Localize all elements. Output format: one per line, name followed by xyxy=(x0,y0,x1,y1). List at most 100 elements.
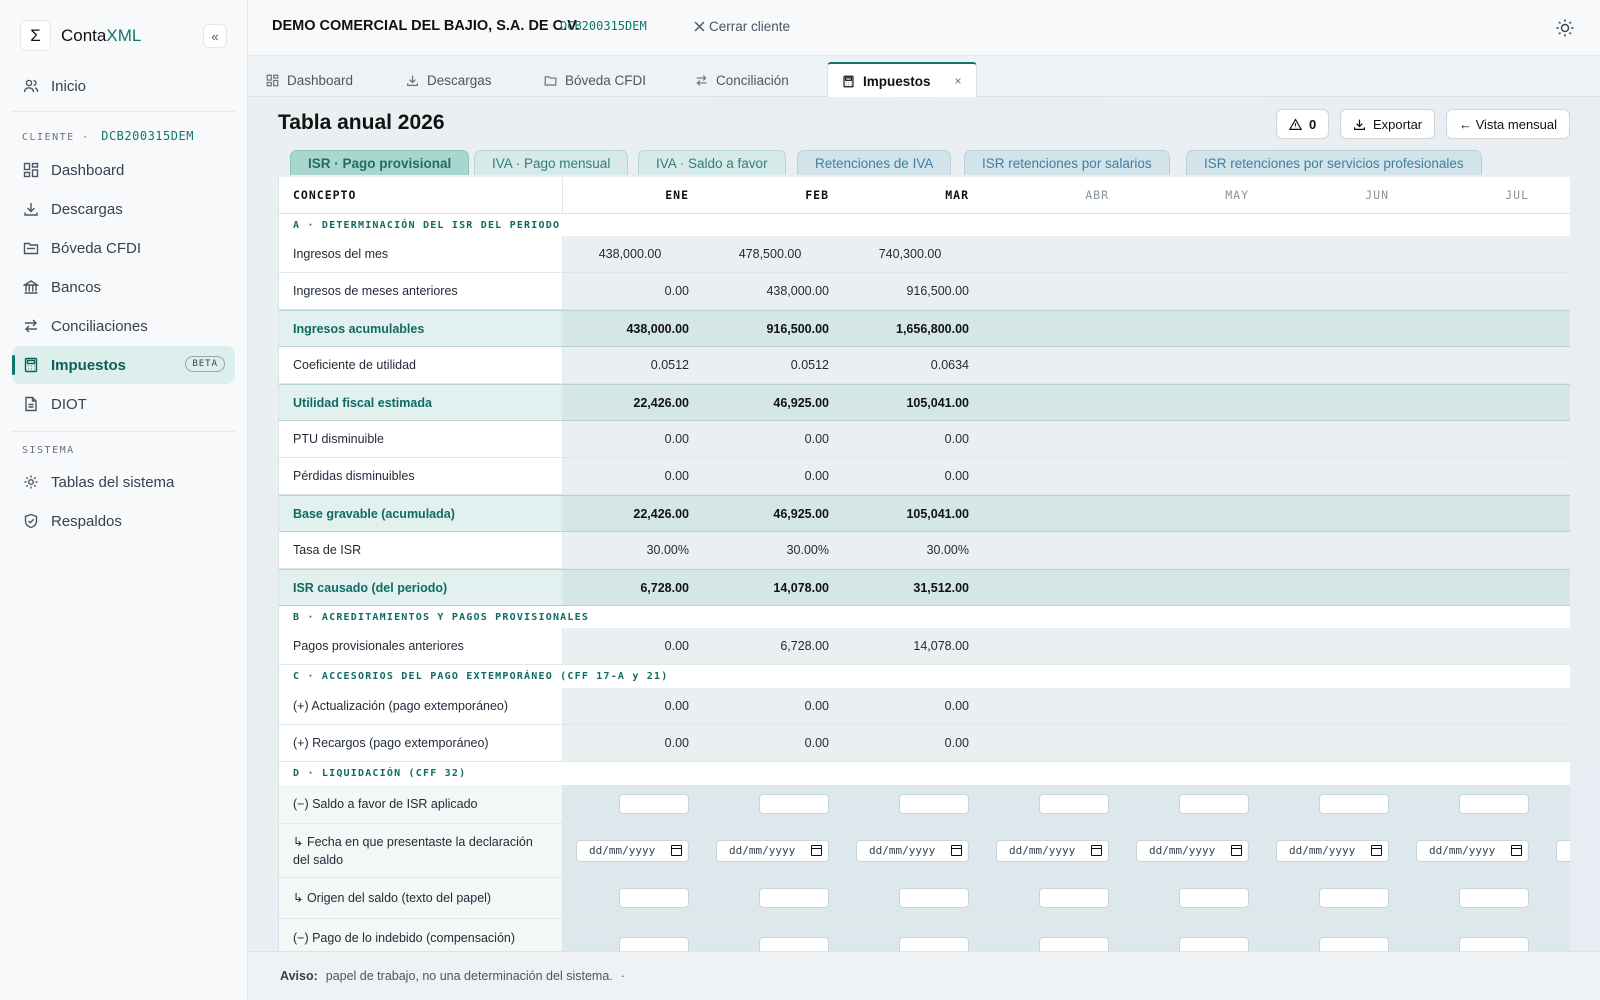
annual-tax-table: CONCEPTO ENE FEB MAR ABR MAY JUN JUL A ·… xyxy=(278,177,1570,951)
sidebar-item-dashboard[interactable]: Dashboard xyxy=(12,151,235,189)
tab-label: Conciliación xyxy=(716,73,789,88)
sidebar-item-respaldos[interactable]: Respaldos xyxy=(12,502,235,540)
sun-icon[interactable] xyxy=(1554,17,1576,39)
origen-saldo-input-ene[interactable] xyxy=(619,888,689,908)
sidebar-item-label: Bóveda CFDI xyxy=(51,239,142,257)
origen-saldo-input-jun[interactable] xyxy=(1319,888,1389,908)
sidebar-item-tablas-sistema[interactable]: Tablas del sistema xyxy=(12,463,235,501)
subtab-iva-pago-mensual[interactable]: IVA · Pago mensual xyxy=(474,150,629,175)
saldo-favor-input-feb[interactable] xyxy=(759,794,829,814)
cell-ene: 0.00 xyxy=(664,284,689,298)
pago-indebido-input-may[interactable] xyxy=(1179,937,1249,951)
month-header-may: MAY xyxy=(1225,188,1249,202)
dashboard-icon xyxy=(266,74,279,87)
divider xyxy=(12,431,235,432)
dashboard-icon xyxy=(23,162,39,178)
pago-indebido-input-ene[interactable] xyxy=(619,937,689,951)
app-logo-icon: Σ xyxy=(20,20,51,51)
calendar-icon xyxy=(1511,844,1522,856)
warnings-button[interactable]: 0 xyxy=(1276,109,1330,139)
saldo-favor-input-mar[interactable] xyxy=(899,794,969,814)
calendar-icon xyxy=(1091,844,1102,856)
table-row-highlight: Ingresos acumulables 438,000.00 916,500.… xyxy=(279,310,1570,347)
subtab-isr-retenciones-servicios[interactable]: ISR retenciones por servicios profesiona… xyxy=(1186,150,1482,175)
tab-label: Impuestos xyxy=(863,73,931,89)
saldo-favor-input-may[interactable] xyxy=(1179,794,1249,814)
fecha-saldo-date-ene[interactable]: dd/mm/yyyy xyxy=(576,839,689,862)
sidebar-item-boveda-cfdi[interactable]: Bóveda CFDI xyxy=(12,229,235,267)
sidebar-item-impuestos[interactable]: Impuestos BETA xyxy=(12,346,235,384)
pago-indebido-input-mar[interactable] xyxy=(899,937,969,951)
cell-feb: 0.00 xyxy=(804,736,829,750)
saldo-favor-input-ene[interactable] xyxy=(619,794,689,814)
cell-feb: 6,728.00 xyxy=(780,639,829,653)
subtab-retenciones-iva[interactable]: Retenciones de IVA xyxy=(797,150,952,175)
tab-impuestos[interactable]: Impuestos × xyxy=(827,62,977,98)
cell-ene: 22,426.00 xyxy=(633,395,689,410)
cell-mar: 0.00 xyxy=(944,736,969,750)
fecha-saldo-date-may[interactable]: dd/mm/yyyy xyxy=(1136,839,1249,862)
cell-mar: 1,656,800.00 xyxy=(896,321,969,336)
cell-mar: 0.00 xyxy=(944,469,969,483)
fecha-saldo-date-feb[interactable]: dd/mm/yyyy xyxy=(716,839,829,862)
cell-feb: 478,500.00 xyxy=(738,247,802,261)
cell-ene: 438,000.00 xyxy=(598,247,662,261)
pago-indebido-input-feb[interactable] xyxy=(759,937,829,951)
close-client-button[interactable]: Cerrar cliente xyxy=(694,19,790,34)
fecha-saldo-date-jun[interactable]: dd/mm/yyyy xyxy=(1276,839,1389,862)
subtab-isr-pago-provisional[interactable]: ISR · Pago provisional xyxy=(290,150,470,175)
origen-saldo-input-abr[interactable] xyxy=(1039,888,1109,908)
saldo-favor-input-abr[interactable] xyxy=(1039,794,1109,814)
sidebar-item-diot[interactable]: DIOT xyxy=(12,385,235,423)
tab-conciliacion[interactable]: Conciliación xyxy=(695,64,789,97)
calculator-icon xyxy=(843,75,854,87)
brand[interactable]: Σ ContaXML xyxy=(20,20,141,51)
cell-mar: 14,078.00 xyxy=(913,639,969,653)
tab-dashboard[interactable]: Dashboard xyxy=(266,64,353,97)
sidebar-item-bancos[interactable]: Bancos xyxy=(12,268,235,306)
origen-saldo-input-mar[interactable] xyxy=(899,888,969,908)
pago-indebido-input-abr[interactable] xyxy=(1039,937,1109,951)
origen-saldo-input-jul[interactable] xyxy=(1459,888,1529,908)
saldo-favor-input-jun[interactable] xyxy=(1319,794,1389,814)
monthly-view-button[interactable]: ← Vista mensual xyxy=(1446,109,1571,139)
cell-ene: 0.00 xyxy=(664,699,689,713)
app-name-accent: XML xyxy=(106,25,142,45)
subtab-iva-saldo-a-favor[interactable]: IVA · Saldo a favor xyxy=(638,150,786,175)
tab-boveda-cfdi[interactable]: Bóveda CFDI xyxy=(544,64,646,97)
row-label: Ingresos de meses anteriores xyxy=(279,273,563,309)
fecha-saldo-date-ago[interactable] xyxy=(1556,839,1570,862)
subtab-isr-retenciones-salarios[interactable]: ISR retenciones por salarios xyxy=(964,150,1170,175)
sidebar-item-descargas[interactable]: Descargas xyxy=(12,190,235,228)
date-placeholder: dd/mm/yyyy xyxy=(1289,844,1356,857)
cell-feb: 0.00 xyxy=(804,699,829,713)
collapse-sidebar-button[interactable]: « xyxy=(203,24,227,48)
fecha-saldo-date-abr[interactable]: dd/mm/yyyy xyxy=(996,839,1109,862)
divider xyxy=(12,111,235,112)
fecha-saldo-date-jul[interactable]: dd/mm/yyyy xyxy=(1416,839,1529,862)
pago-indebido-input-jun[interactable] xyxy=(1319,937,1389,951)
sidebar-item-inicio[interactable]: Inicio xyxy=(12,67,235,105)
tab-descargas[interactable]: Descargas xyxy=(406,64,492,97)
cell-ene: 6,728.00 xyxy=(640,580,689,595)
row-label: ↳ Fecha en que presentaste la declaració… xyxy=(279,824,563,877)
cell-mar: 0.0634 xyxy=(930,358,969,372)
table-row: Tasa de ISR 30.00% 30.00% 30.00% xyxy=(279,532,1570,569)
row-label: (−) Pago de lo indebido (compensación) xyxy=(279,919,563,951)
export-button[interactable]: Exportar xyxy=(1340,109,1436,139)
date-placeholder: dd/mm/yyyy xyxy=(1009,844,1076,857)
origen-saldo-input-may[interactable] xyxy=(1179,888,1249,908)
sidebar-item-label: Tablas del sistema xyxy=(51,473,175,491)
pago-indebido-input-jul[interactable] xyxy=(1459,937,1529,951)
cell-mar: 0.00 xyxy=(944,432,969,446)
origen-saldo-input-feb[interactable] xyxy=(759,888,829,908)
sidebar-item-conciliaciones[interactable]: Conciliaciones xyxy=(12,307,235,345)
month-header-abr: ABR xyxy=(1085,188,1109,202)
table-row: PTU disminuible 0.00 0.00 0.00 xyxy=(279,421,1570,458)
fecha-saldo-date-mar[interactable]: dd/mm/yyyy xyxy=(856,839,969,862)
close-tab-icon[interactable]: × xyxy=(954,74,962,88)
saldo-favor-input-jul[interactable] xyxy=(1459,794,1529,814)
calendar-icon xyxy=(671,844,682,856)
gear-icon xyxy=(24,475,38,489)
cell-feb: 916,500.00 xyxy=(766,321,829,336)
